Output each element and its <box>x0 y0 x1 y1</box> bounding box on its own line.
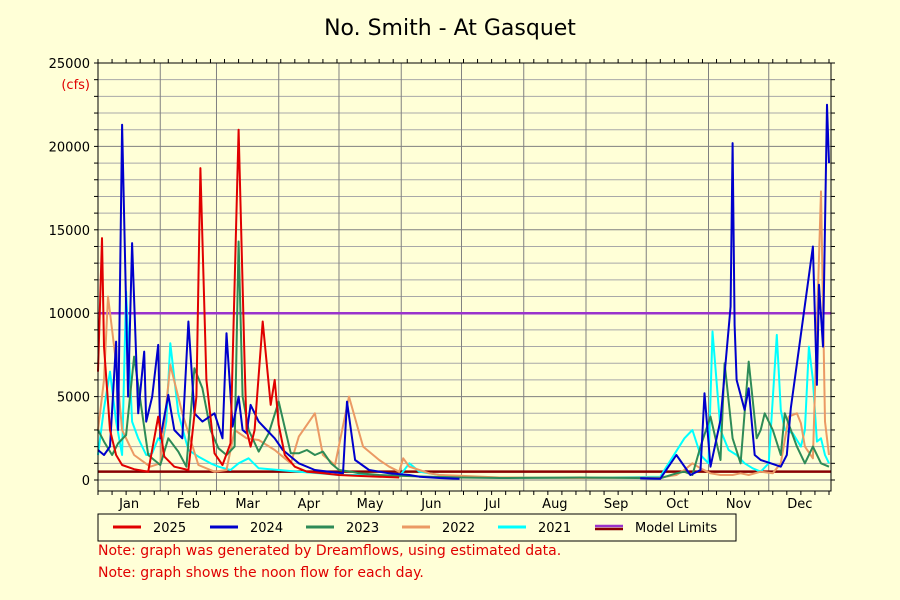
y-tick-label: 0 <box>82 474 90 489</box>
y-tick-label: 20000 <box>49 140 90 155</box>
series-line-2022 <box>97 190 830 479</box>
x-month-label: Nov <box>726 497 752 512</box>
legend: 2025 2024 2023 2022 2021 Model Limits <box>97 513 737 542</box>
legend-label-2025: 2025 <box>153 521 186 536</box>
grid <box>98 62 831 491</box>
y-tick-label: 15000 <box>49 224 90 239</box>
series-line-2025 <box>97 128 400 479</box>
legend-label-2023: 2023 <box>346 521 379 536</box>
axes: 0 5000 10000 15000 20000 25000 Jan Feb Mar Apr May… <box>49 57 835 512</box>
legend-label-2021: 2021 <box>538 521 571 536</box>
chart-title: No. Smith - At Gasquet <box>324 16 576 41</box>
x-month-label: May <box>357 497 384 512</box>
x-month-label: Jul <box>484 497 501 512</box>
note-noon-flow: Note: graph shows the noon flow for each… <box>98 565 424 581</box>
y-unit-label: (cfs) <box>61 78 90 93</box>
series-line-2024 <box>97 103 830 480</box>
y-tick-label: 5000 <box>57 391 90 406</box>
note-estimated-data: Note: graph was generated by Dreamflows,… <box>98 543 562 559</box>
legend-label-model-limits: Model Limits <box>635 521 717 536</box>
x-month-label: Apr <box>298 497 321 512</box>
legend-label-2024: 2024 <box>250 521 283 536</box>
x-month-label: Dec <box>787 497 812 512</box>
y-tick-label: 25000 <box>49 57 90 72</box>
x-month-label: Jan <box>118 497 139 512</box>
x-month-label: Mar <box>235 497 260 512</box>
x-month-label: Sep <box>604 497 629 512</box>
plot-frame <box>97 62 832 492</box>
x-month-label: Oct <box>666 497 688 512</box>
y-tick-label: 10000 <box>49 307 90 322</box>
series-line-2023 <box>97 240 830 480</box>
x-month-label: Feb <box>177 497 200 512</box>
legend-label-2022: 2022 <box>442 521 475 536</box>
series-lines <box>97 103 830 480</box>
x-month-label: Aug <box>542 497 567 512</box>
x-month-label: Jun <box>420 497 441 512</box>
series-line-2021 <box>97 290 830 479</box>
